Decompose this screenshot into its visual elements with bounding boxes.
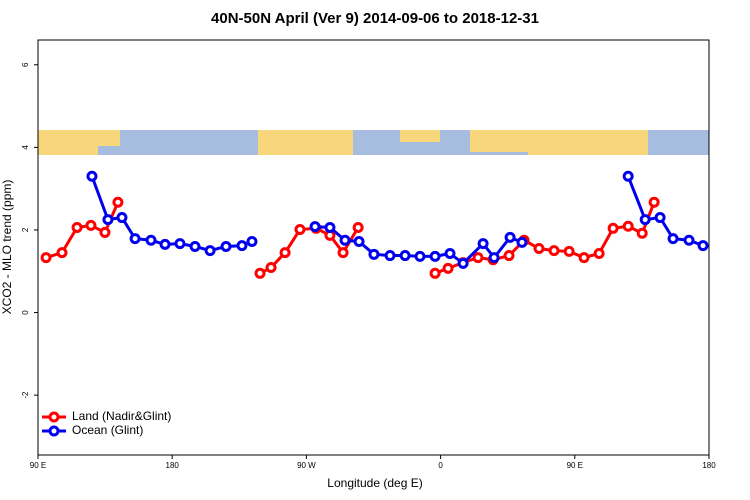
x-tick-label: 180 — [702, 461, 716, 470]
x-tick-label: 0 — [438, 461, 443, 470]
point — [145, 234, 157, 246]
x-tick-label: 90 E — [567, 461, 583, 470]
legend-marker — [48, 425, 60, 437]
point — [279, 247, 291, 259]
point — [220, 240, 232, 252]
point — [444, 247, 456, 259]
point — [71, 221, 83, 233]
point — [472, 252, 484, 264]
point — [159, 238, 171, 250]
point — [578, 252, 590, 264]
point — [429, 267, 441, 279]
series-line — [90, 175, 704, 266]
point — [622, 220, 634, 232]
point — [116, 212, 128, 224]
point — [236, 240, 248, 252]
point — [593, 247, 605, 259]
point — [563, 245, 575, 257]
plot-frame — [37, 39, 710, 456]
y-tick-label: 0 — [21, 310, 30, 315]
point — [683, 234, 695, 246]
point — [457, 257, 469, 269]
point — [337, 247, 349, 259]
x-tick-label: 90 E — [30, 461, 46, 470]
point — [246, 236, 258, 248]
point — [339, 234, 351, 246]
y-tick-label: -2 — [21, 391, 30, 399]
point — [477, 238, 489, 250]
point — [254, 267, 266, 279]
point — [516, 236, 528, 248]
point — [414, 250, 426, 262]
point — [294, 224, 306, 236]
legend-marker — [48, 411, 60, 423]
point — [504, 231, 516, 243]
y-tick-label: 6 — [21, 62, 30, 67]
point — [667, 233, 679, 245]
point — [548, 245, 560, 257]
x-tick-label: 90 W — [297, 461, 316, 470]
point — [639, 214, 651, 226]
y-tick-label: 2 — [21, 227, 30, 232]
point — [99, 226, 111, 238]
x-axis-label: Longitude (deg E) — [327, 476, 422, 490]
point — [324, 221, 336, 233]
point — [654, 212, 666, 224]
legend-label: Ocean (Glint) — [72, 423, 143, 437]
point — [40, 252, 52, 264]
point — [636, 227, 648, 239]
point — [622, 170, 634, 182]
chart-title: 40N-50N April (Ver 9) 2014-09-06 to 2018… — [211, 10, 539, 27]
point — [56, 247, 68, 259]
point — [488, 252, 500, 264]
point — [697, 240, 709, 252]
point — [174, 238, 186, 250]
point — [102, 214, 114, 226]
point — [368, 248, 380, 260]
point — [384, 250, 396, 262]
x-tick-label: 180 — [166, 461, 180, 470]
point — [503, 250, 515, 262]
y-tick-label: 4 — [21, 145, 30, 150]
legend-label: Land (Nadir&Glint) — [72, 409, 171, 423]
point — [429, 250, 441, 262]
point — [112, 196, 124, 208]
point — [353, 236, 365, 248]
point — [352, 221, 364, 233]
point — [189, 240, 201, 252]
point — [309, 221, 321, 233]
point — [265, 262, 277, 274]
y-axis-label: XCO2 - MLO trend (ppm) — [0, 180, 14, 315]
point — [648, 196, 660, 208]
point — [533, 243, 545, 255]
point — [86, 170, 98, 182]
point — [607, 222, 619, 234]
map-strip — [38, 130, 709, 155]
point — [442, 262, 454, 274]
point — [399, 250, 411, 262]
point — [204, 245, 216, 257]
point — [85, 219, 97, 231]
point — [129, 233, 141, 245]
